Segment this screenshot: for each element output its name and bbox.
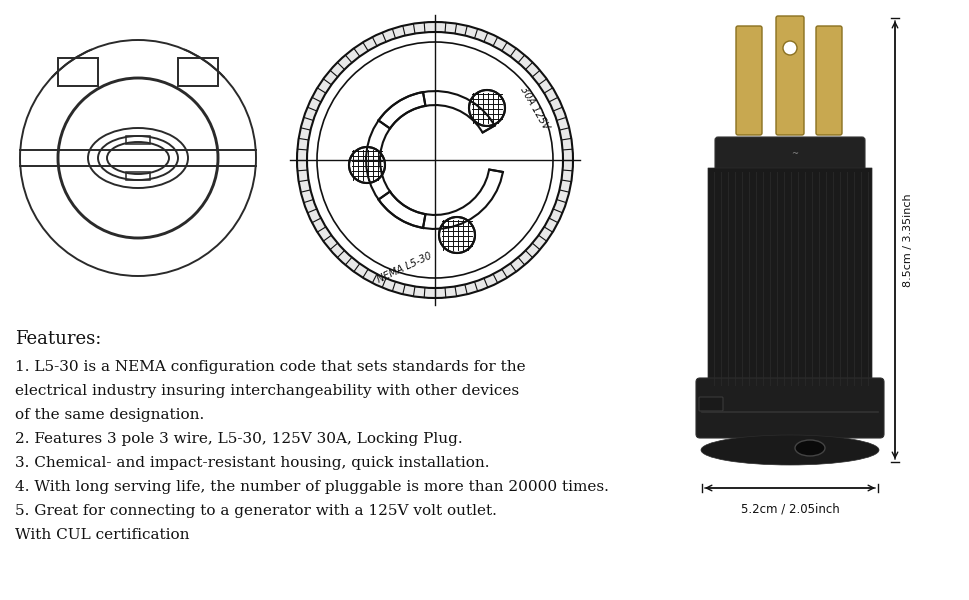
Text: ~: ~ [791,149,797,158]
FancyBboxPatch shape [699,397,722,411]
Text: NEMA L5-30: NEMA L5-30 [376,251,433,285]
Circle shape [782,41,797,55]
Circle shape [306,32,562,288]
Ellipse shape [795,440,825,456]
Bar [647,0,957,480]
Circle shape [469,90,505,126]
Text: 3. Chemical- and impact-resistant housing, quick installation.: 3. Chemical- and impact-resistant housin… [15,456,489,470]
FancyBboxPatch shape [696,378,883,438]
Text: electrical industry insuring interchangeability with other devices: electrical industry insuring interchange… [15,384,518,398]
Text: of the same designation.: of the same designation. [15,408,204,422]
Circle shape [297,22,573,298]
FancyBboxPatch shape [775,16,803,135]
FancyBboxPatch shape [714,137,864,173]
FancyBboxPatch shape [707,168,871,388]
Text: Features:: Features: [15,330,102,348]
Text: 4. With long serving life, the number of pluggable is more than 20000 times.: 4. With long serving life, the number of… [15,480,609,494]
Ellipse shape [701,435,878,465]
Text: With CUL certification: With CUL certification [15,528,189,542]
Text: 5.2cm / 2.05inch: 5.2cm / 2.05inch [740,502,838,515]
Text: 8.5cm / 3.35inch: 8.5cm / 3.35inch [902,193,912,287]
Text: 1. L5-30 is a NEMA configuration code that sets standards for the: 1. L5-30 is a NEMA configuration code th… [15,360,525,374]
Circle shape [349,147,385,183]
FancyBboxPatch shape [735,26,762,135]
Text: 30A 125V: 30A 125V [518,85,550,131]
Text: 2. Features 3 pole 3 wire, L5-30, 125V 30A, Locking Plug.: 2. Features 3 pole 3 wire, L5-30, 125V 3… [15,432,462,446]
Text: 5. Great for connecting to a generator with a 125V volt outlet.: 5. Great for connecting to a generator w… [15,504,496,518]
Circle shape [439,217,475,253]
FancyBboxPatch shape [815,26,841,135]
